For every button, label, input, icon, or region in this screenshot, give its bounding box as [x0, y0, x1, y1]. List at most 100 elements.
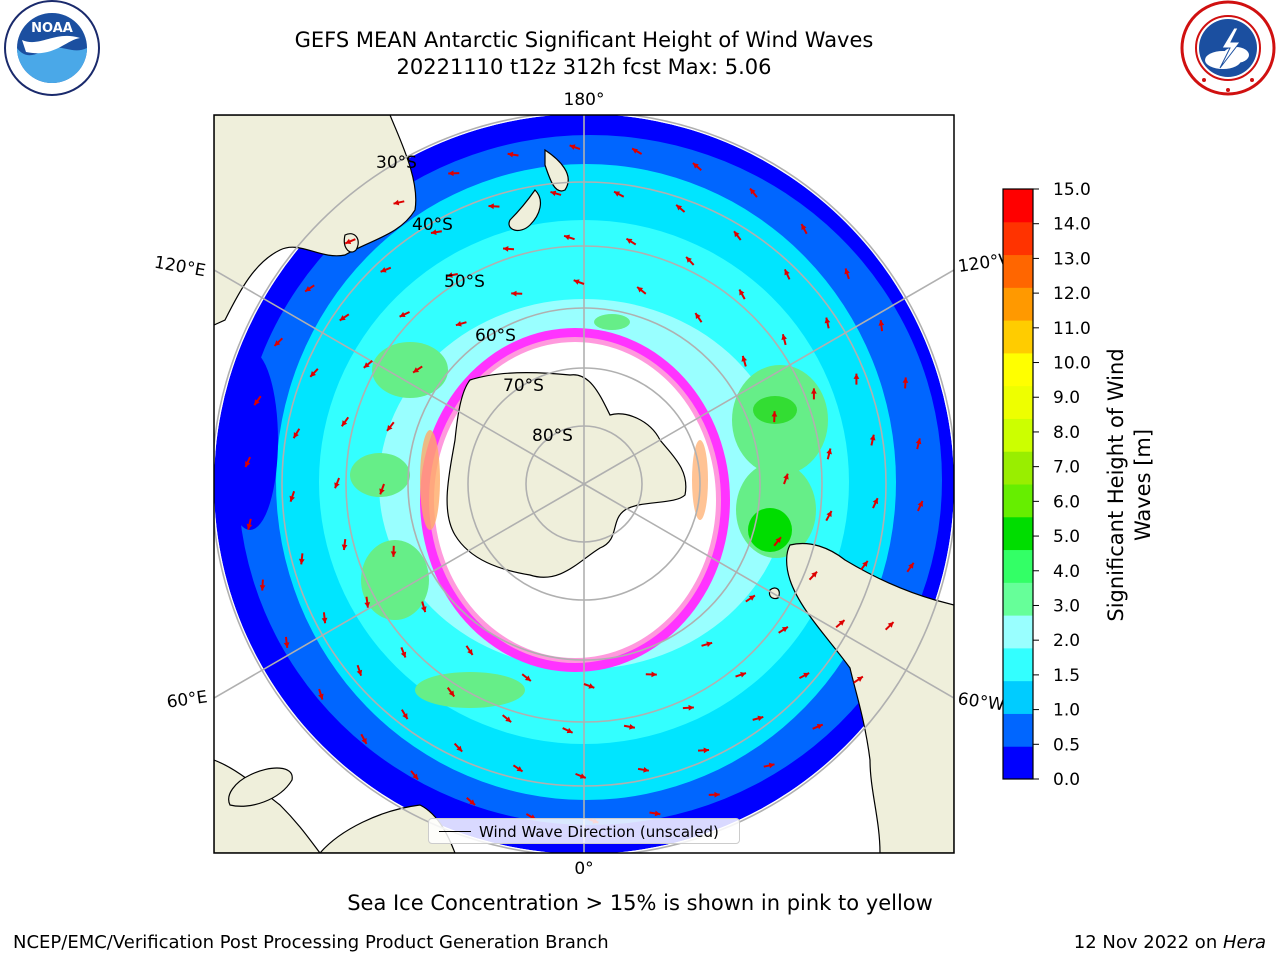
wave-direction-arrow-head	[246, 523, 253, 530]
lat-label-60s: 60°S	[475, 326, 516, 346]
wave-direction-arrow-head	[488, 203, 494, 210]
colorbar-segment	[1003, 647, 1033, 682]
wave-direction-arrow-head	[245, 461, 251, 468]
colorbar-segment	[1003, 352, 1033, 387]
wave-direction-arrow-head	[310, 371, 316, 377]
wave-direction-arrow-head	[740, 672, 746, 678]
map-frame-contents	[214, 115, 954, 853]
wave-direction-arrow-head	[803, 672, 810, 678]
colorbar-tick-label: 11.0	[1053, 319, 1091, 339]
wave-direction-arrow-head	[511, 290, 517, 297]
wave-direction-arrow-head	[412, 773, 418, 780]
wave-direction-arrow-head	[887, 622, 894, 628]
colorbar-tick-label: 9.0	[1053, 388, 1080, 408]
colorbar: 15.0 14.0 13.0 12.0 11.0 10.0 9.0 8.0 7.0 6.0 5.0 4…	[1002, 180, 1091, 790]
madagascar	[228, 767, 293, 807]
legend-label: Wind Wave Direction (unscaled)	[479, 823, 719, 841]
wave-direction-arrow-head	[455, 321, 462, 327]
wave-direction-arrow-head	[505, 716, 512, 723]
wave-direction-arrow-head	[741, 355, 747, 362]
wave-direction-arrow-head	[446, 272, 453, 278]
wave-direction-arrow-head	[569, 144, 576, 150]
colorbar-tick-label: 7.0	[1053, 458, 1080, 478]
wind-wave-arrows	[244, 144, 924, 824]
wave-direction-arrow-head	[361, 737, 367, 744]
wave-direction-arrow-head	[318, 693, 324, 700]
wave-direction-arrow-head	[781, 626, 788, 633]
wave-direction-arrow-head	[872, 498, 879, 505]
wave-direction-arrow-head	[856, 676, 863, 682]
wave-direction-arrow-head	[784, 269, 790, 276]
new-zealand-south	[508, 189, 542, 232]
wave-direction-arrow-head	[801, 224, 807, 231]
sea-ice-caption: Sea Ice Concentration > 15% is shown in …	[347, 891, 933, 915]
map-frame	[213, 114, 955, 854]
wave-direction-arrow-head	[816, 723, 823, 730]
wave-direction-arrow-head	[448, 690, 455, 697]
colorbar-tick-label: 13.0	[1053, 249, 1091, 269]
wave-direction-arrow-head	[469, 799, 476, 805]
wave-direction-arrow-head	[748, 595, 755, 601]
wave-direction-arrow-head	[781, 334, 787, 341]
wave-direction-arrow-head	[456, 745, 463, 752]
colorbar-segment	[1003, 680, 1033, 714]
colorbar-tick-label: 8.0	[1053, 423, 1080, 443]
wave-direction-arrow-head	[692, 163, 699, 169]
colorbar-segment	[1003, 549, 1033, 583]
map-subtitle: 20221110 t12z 312h fcst Max: 5.06	[396, 55, 772, 79]
wave-direction-arrow-head	[626, 238, 633, 244]
footer-credit: NCEP/EMC/Verification Post Processing Pr…	[13, 932, 609, 953]
wave-direction-arrow-head	[676, 204, 683, 211]
wave-direction-arrow-head	[364, 602, 371, 608]
wave-direction-arrow-head	[688, 704, 694, 711]
map-title: GEFS MEAN Antarctic Significant Height o…	[294, 28, 874, 52]
lat-label-70s: 70°S	[503, 376, 544, 396]
colorbar-segment	[1003, 418, 1033, 452]
colorbar-title-line2: Waves [m]	[1131, 429, 1155, 541]
wave-direction-arrow-head	[550, 190, 557, 197]
colorbar-segment	[1003, 320, 1033, 354]
wave-direction-arrow-head	[706, 641, 713, 647]
colorbar-tick-label: 5.0	[1053, 527, 1080, 547]
new-zealand-north	[544, 148, 569, 192]
wave-direction-arrow-head	[811, 388, 817, 394]
colorbar-tick-label: 2.0	[1053, 631, 1080, 651]
lat-label-40s: 40°S	[412, 215, 453, 235]
colorbar-tick-label: 10.0	[1053, 354, 1091, 374]
colorbar-segment	[1003, 516, 1033, 551]
colorbar-tick-label: 6.0	[1053, 492, 1080, 512]
colorbar-segment	[1003, 254, 1033, 288]
wave-direction-arrow-head	[402, 713, 408, 720]
wave-direction-arrow-head	[573, 279, 580, 285]
wave-direction-arrow-head	[503, 246, 509, 252]
wave-direction-arrow-head	[579, 773, 586, 779]
wave-direction-arrow-head	[637, 287, 644, 293]
wave-direction-arrow-head	[379, 488, 385, 495]
wave-direction-arrow-head	[750, 188, 756, 195]
graticule	[214, 115, 954, 853]
colorbar-tick-label: 1.0	[1053, 701, 1080, 721]
wave-direction-arrow-head	[629, 723, 635, 730]
wave-direction-arrow-head	[844, 268, 850, 275]
wave-direction-arrow-head	[915, 438, 922, 445]
wave-direction-arrow-head	[651, 671, 657, 678]
nws-logo	[1180, 0, 1276, 96]
wave-direction-arrow-head	[341, 420, 348, 427]
wave-direction-arrow-head	[356, 669, 363, 676]
wave-direction-arrow-head	[654, 810, 661, 817]
wave-direction-arrow-head	[643, 767, 649, 773]
wave-direction-arrow-head	[390, 551, 397, 557]
colorbar-segment	[1003, 189, 1033, 223]
colorbar-tick-label: 12.0	[1053, 284, 1091, 304]
wave-direction-arrow-head	[298, 558, 305, 565]
wave-direction-arrow-head	[869, 434, 876, 441]
colorbar-segment	[1003, 221, 1033, 256]
footer-date-text: 12 Nov 2022 on	[1073, 932, 1223, 953]
wave-direction-arrow-head	[387, 424, 393, 431]
colorbar-segment	[1003, 287, 1033, 321]
wave-direction-arrow-head	[363, 362, 370, 368]
wave-direction-arrow-head	[399, 311, 406, 318]
colorbar-frame	[1002, 188, 1034, 780]
wave-direction-arrow-head	[703, 747, 710, 754]
